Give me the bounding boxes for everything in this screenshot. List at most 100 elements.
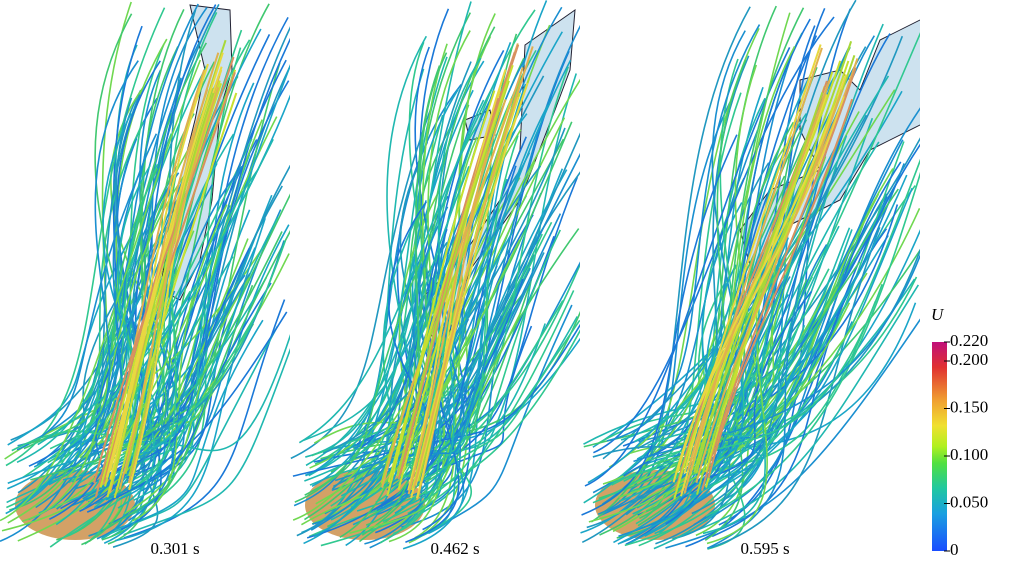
streamline	[424, 319, 580, 481]
colorbar-tick-label: 0.220	[950, 331, 988, 350]
core-streamline	[109, 63, 209, 480]
core-streamline	[676, 74, 848, 473]
streamline	[697, 290, 813, 483]
streamline	[665, 128, 847, 521]
streamline	[410, 104, 549, 457]
streamline	[426, 325, 533, 476]
streamline	[56, 94, 141, 510]
streamline	[382, 229, 562, 523]
core-streamline	[695, 92, 824, 474]
core-streamline	[113, 92, 238, 499]
streamline	[633, 253, 920, 463]
streamline	[606, 24, 761, 442]
core-streamline	[407, 99, 507, 495]
core-streamline	[695, 89, 843, 484]
colorbar-tick-label: 0	[950, 540, 959, 559]
streamline	[33, 247, 256, 468]
streamline	[54, 116, 278, 508]
streamline	[56, 3, 270, 541]
streamline	[136, 12, 218, 487]
streamline	[28, 167, 159, 445]
core-streamline	[707, 98, 854, 479]
colorbar-tick-label: 0.150	[950, 397, 988, 416]
streamline	[119, 168, 259, 462]
streamline	[613, 174, 908, 544]
streamline	[353, 213, 562, 450]
streamline	[358, 49, 505, 451]
streamline	[638, 261, 861, 470]
streamline	[702, 231, 813, 535]
streamline	[129, 230, 290, 442]
core-streamline	[380, 77, 531, 484]
colorbar-tick-label: 0.050	[950, 492, 988, 511]
streamline	[298, 80, 497, 444]
core-streamline	[124, 87, 214, 475]
core-streamline	[386, 90, 496, 497]
streamline	[124, 277, 250, 515]
streamline	[21, 173, 187, 523]
streamline	[636, 278, 916, 509]
streamline	[693, 187, 913, 502]
streamline	[414, 46, 471, 531]
streamline	[28, 77, 182, 521]
streamline	[665, 318, 920, 549]
streamline	[418, 203, 468, 464]
streamline	[401, 57, 482, 508]
core-streamline	[413, 46, 534, 489]
streamline	[672, 284, 920, 540]
streamline	[68, 163, 159, 484]
streamline	[305, 1, 472, 476]
time-label: 0.462 s	[430, 539, 479, 558]
streamline	[388, 201, 436, 481]
core-streamline	[118, 86, 220, 490]
streamline	[584, 47, 791, 487]
streamline	[63, 60, 139, 452]
core-streamline	[414, 82, 529, 486]
streamline	[332, 267, 531, 488]
streamline	[593, 16, 835, 454]
core-streamline	[106, 82, 223, 498]
core-streamline	[415, 69, 507, 499]
streamline	[51, 3, 199, 476]
streamline	[331, 132, 580, 491]
panel	[0, 1, 290, 548]
core-streamline	[683, 47, 823, 494]
streamline	[426, 304, 573, 534]
streamline	[691, 167, 839, 515]
streamline	[290, 102, 434, 460]
streamline	[9, 42, 208, 511]
streamline	[322, 127, 566, 455]
streamline	[611, 268, 830, 486]
core-streamline	[701, 67, 857, 491]
streamline	[308, 329, 580, 538]
streamline	[690, 158, 920, 497]
streamline	[623, 283, 883, 482]
streamline	[114, 319, 264, 531]
streamline	[604, 95, 735, 513]
streamline	[35, 170, 193, 509]
streamline	[304, 257, 423, 496]
streamline	[303, 165, 470, 442]
streamline	[365, 65, 441, 526]
core-streamline	[387, 64, 514, 483]
streamline	[313, 59, 572, 538]
core-streamline	[396, 80, 510, 477]
colorbar	[932, 342, 947, 551]
time-label: 0.301 s	[150, 539, 199, 558]
colorbar-tick-label: 0.100	[950, 445, 988, 464]
streamline	[697, 265, 746, 550]
panel	[580, 0, 920, 550]
streamline	[647, 324, 806, 447]
streamline	[304, 238, 458, 482]
core-streamline	[128, 92, 215, 477]
core-streamline	[696, 40, 853, 495]
streamline	[127, 274, 246, 522]
colorbar-tick-label: 0.200	[950, 350, 988, 369]
streamline	[688, 274, 846, 532]
streamline	[126, 209, 282, 492]
core-streamline	[105, 52, 224, 478]
streamline	[653, 229, 853, 550]
streamline	[5, 7, 166, 467]
streamline	[642, 302, 851, 501]
